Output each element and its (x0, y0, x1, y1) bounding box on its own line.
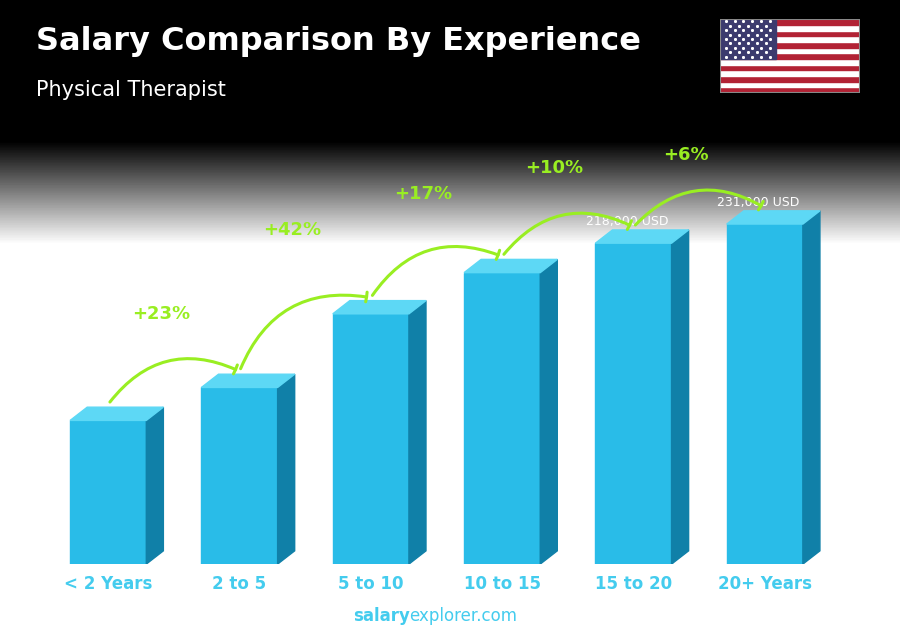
Polygon shape (277, 374, 294, 564)
Bar (720, 42, 859, 47)
Bar (720, 81, 859, 87)
Text: +23%: +23% (131, 304, 190, 322)
Text: Physical Therapist: Physical Therapist (36, 80, 226, 100)
Bar (720, 37, 859, 42)
Bar (720, 76, 859, 81)
Bar (720, 87, 859, 93)
Bar (720, 31, 859, 37)
Text: +6%: +6% (663, 146, 709, 163)
Polygon shape (409, 301, 426, 564)
Bar (720, 59, 859, 65)
Text: +42%: +42% (263, 221, 321, 239)
Text: Salary Comparison By Experience: Salary Comparison By Experience (36, 26, 641, 56)
Text: explorer.com: explorer.com (410, 607, 518, 625)
Polygon shape (596, 230, 688, 243)
Polygon shape (333, 301, 426, 314)
Bar (70, 420, 147, 564)
Bar (720, 65, 859, 71)
Bar (720, 19, 776, 59)
Polygon shape (726, 211, 820, 224)
Bar (720, 53, 859, 59)
Polygon shape (147, 407, 164, 564)
Text: +10%: +10% (526, 159, 584, 177)
Text: +17%: +17% (394, 185, 453, 203)
Bar (720, 19, 859, 25)
Bar (464, 272, 540, 564)
Bar (596, 243, 671, 564)
Bar (720, 25, 859, 31)
Polygon shape (70, 407, 164, 420)
Text: 198,000 USD: 198,000 USD (454, 245, 536, 258)
Text: 218,000 USD: 218,000 USD (586, 215, 668, 228)
Bar (333, 314, 409, 564)
Text: salary: salary (353, 607, 410, 625)
Polygon shape (803, 211, 820, 564)
Text: 120,000 USD: 120,000 USD (192, 360, 274, 372)
Text: Average Yearly Salary: Average Yearly Salary (878, 304, 887, 426)
Polygon shape (464, 260, 557, 272)
Polygon shape (540, 260, 557, 564)
Polygon shape (202, 374, 294, 387)
Polygon shape (671, 230, 688, 564)
Text: 97,600 USD: 97,600 USD (65, 393, 139, 406)
Bar (202, 387, 277, 564)
Bar (720, 47, 859, 53)
Text: 231,000 USD: 231,000 USD (717, 196, 799, 210)
Bar (720, 71, 859, 76)
Text: 170,000 USD: 170,000 USD (323, 286, 406, 299)
Bar (726, 224, 803, 564)
